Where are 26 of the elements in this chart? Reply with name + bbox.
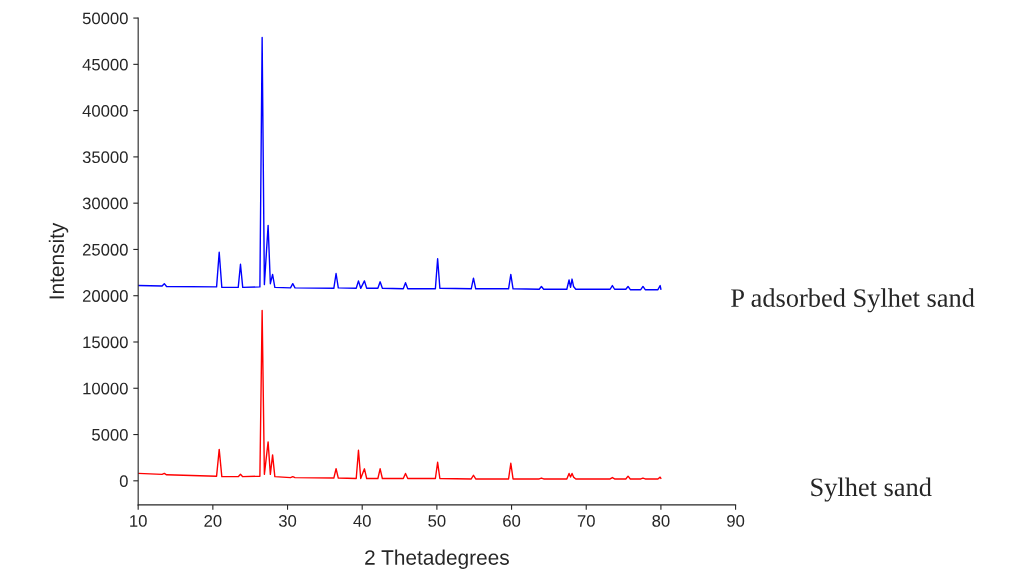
line-series [138,36,662,291]
x-tick-label: 90 [727,515,745,527]
x-tick-label: 60 [503,515,521,527]
y-tick-label: 45000 [82,58,128,71]
x-axis-title: 2 Thetadegrees [365,549,509,569]
x-tick-label: 10 [130,515,147,527]
y-tick-label: 40000 [82,105,128,117]
y-tick-label: 35000 [82,151,128,164]
y-tick-label: 50000 [82,12,128,25]
y-tick-label: 0 [119,475,128,488]
x-tick-label: 80 [652,515,670,527]
y-tick-label: 15000 [83,336,128,349]
text: P adsorbed Sylhet sand [731,288,975,313]
x-tick-label: 70 [577,515,595,527]
y-tick-label: 30000 [82,197,128,210]
x-tick-label: 20 [204,515,222,527]
y-tick-label: 20000 [82,290,128,302]
line-series [138,309,662,480]
y-tick-label: 10000 [83,382,128,395]
x-tick-label: 40 [353,515,371,527]
text: Sylhet sand [811,477,932,502]
x-tick-label: 50 [428,515,446,527]
y-tick-label: 5000 [92,428,128,441]
x-tick-label: 30 [278,515,297,527]
y-axis-title: Intensity [48,222,69,299]
y-tick-label: 25000 [82,243,128,256]
